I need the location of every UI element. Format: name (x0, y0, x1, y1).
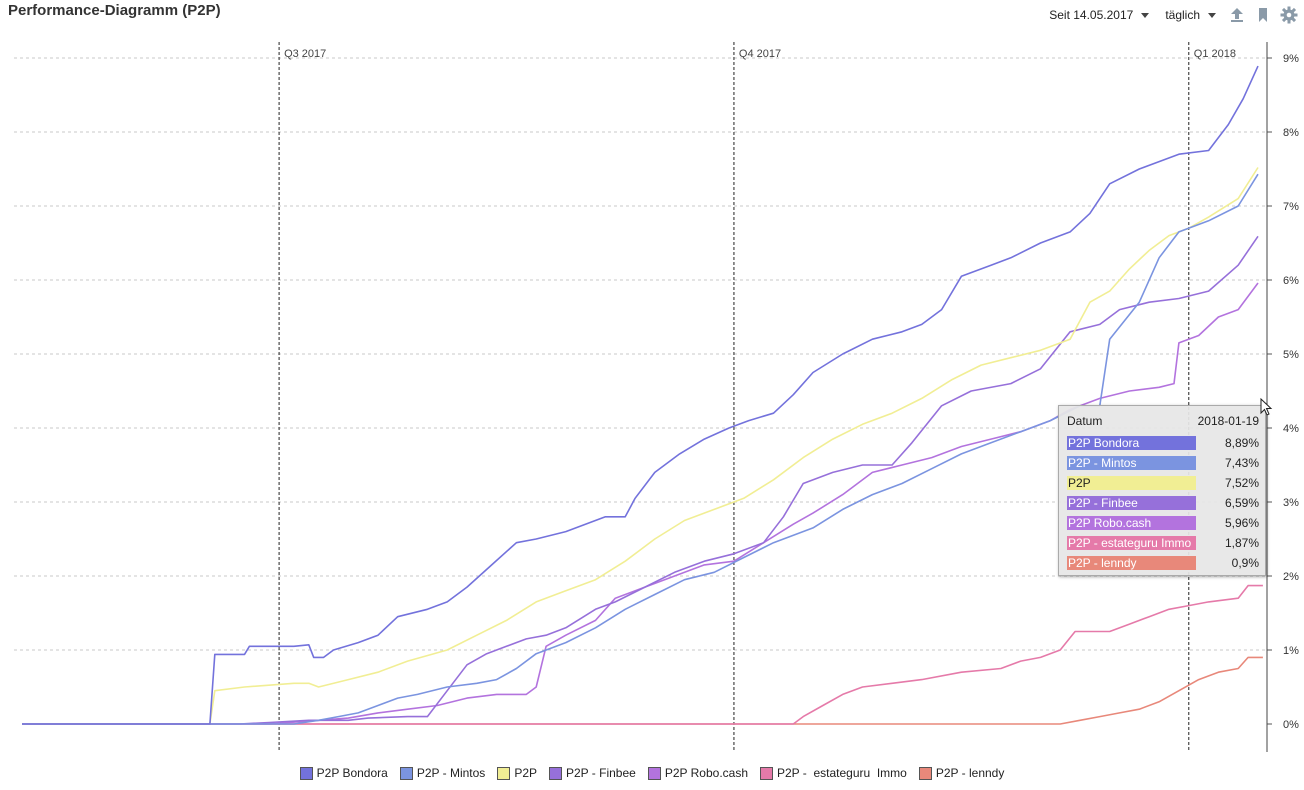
series-line (22, 65, 1259, 725)
tooltip-series-name: P2P (1067, 476, 1196, 490)
y-tick-label: 3% (1283, 497, 1299, 509)
quarter-label: Q3 2017 (284, 48, 326, 60)
legend-swatch (918, 766, 932, 780)
legend-swatch (760, 766, 773, 780)
legend-item[interactable]: P2P - Mintos (399, 766, 486, 780)
tooltip-series-name: P2P - Mintos (1067, 456, 1196, 470)
tooltip-series-name: P2P Bondora (1067, 436, 1196, 450)
interval-dropdown-label: täglich (1165, 8, 1200, 22)
y-tick-label: 1% (1283, 645, 1299, 657)
tooltip-date: 2018-01-19 (1197, 414, 1259, 428)
tooltip-row: P2P 7,52% (1067, 473, 1259, 493)
legend-label: P2P Bondora (316, 766, 388, 780)
legend-swatch (647, 766, 661, 780)
chart-legend: P2P Bondora P2P - Mintos P2P P2P - Finbee P2… (0, 766, 1304, 780)
tooltip-row: P2P - estateguru Immo 1,87% (1067, 533, 1259, 553)
y-tick-label: 4% (1283, 423, 1299, 435)
period-dropdown[interactable]: Seit 14.05.2017 (1043, 8, 1155, 22)
mouse-cursor-icon (1260, 397, 1274, 423)
tooltip-row: P2P - Finbee 6,59% (1067, 493, 1259, 513)
quarter-markers: Q3 2017 Q4 2017 Q1 2018 (278, 42, 1236, 752)
y-tick-label: 5% (1283, 349, 1299, 361)
tooltip-row: P2P - Mintos 7,43% (1067, 453, 1259, 473)
y-tick-label: 7% (1283, 201, 1299, 213)
legend-swatch (497, 766, 511, 780)
legend-swatch (399, 766, 413, 780)
y-tick-label: 9% (1283, 53, 1299, 65)
legend-swatch (549, 766, 562, 780)
legend-label: P2P - Finbee (566, 766, 636, 780)
series-line (22, 656, 1263, 725)
interval-dropdown[interactable]: täglich (1159, 8, 1222, 22)
tooltip-series-value: 6,59% (1224, 496, 1259, 510)
page-title: Performance-Diagramm (P2P) (8, 2, 221, 19)
y-axis: 9% 8% 7% 6% 5% 4% 3% 2% 1% 0% (1266, 42, 1299, 752)
series-lines (22, 65, 1263, 725)
series-line (22, 173, 1259, 725)
legend-item[interactable]: P2P Robo.cash (647, 766, 748, 780)
legend-label: P2P - estateguru Immo (777, 766, 907, 780)
chevron-down-icon (1208, 12, 1216, 18)
quarter-label: Q4 2017 (739, 48, 781, 60)
legend-label: P2P (514, 766, 537, 780)
series-line (22, 584, 1263, 725)
y-tick-label: 2% (1283, 571, 1299, 583)
tooltip-rows: P2P Bondora 8,89% P2P - Mintos 7,43% P2P 7,52… (1067, 433, 1259, 573)
chart-toolbar: Seit 14.05.2017 täglich (1043, 0, 1304, 30)
legend-label: P2P - Mintos (416, 766, 486, 780)
legend-item[interactable]: P2P - Finbee (549, 766, 636, 780)
legend-item[interactable]: P2P Bondora (299, 766, 388, 780)
series-line (22, 167, 1259, 725)
series-line (22, 235, 1259, 725)
legend-item[interactable]: P2P - estateguru Immo (760, 766, 907, 780)
data-tooltip: Datum 2018-01-19 P2P Bondora 8,89% P2P - M… (1058, 405, 1266, 576)
tooltip-date-label: Datum (1067, 414, 1103, 428)
tooltip-series-value: 7,52% (1224, 476, 1259, 490)
tooltip-row: P2P Robo.cash 5,96% (1067, 513, 1259, 533)
tooltip-series-name: P2P Robo.cash (1067, 516, 1196, 530)
gear-icon[interactable] (1278, 4, 1300, 26)
series-line (22, 282, 1259, 725)
tooltip-series-value: 0,9% (1231, 556, 1259, 570)
upload-icon[interactable] (1226, 4, 1248, 26)
y-tick-label: 8% (1283, 127, 1299, 139)
tooltip-header: Datum 2018-01-19 (1067, 413, 1259, 433)
performance-chart[interactable]: Q3 2017 Q4 2017 Q1 2018 9% 8% 7% 6% 5% 4% 3% 2% 1%… (0, 0, 1304, 760)
tooltip-row: P2P - lenndy 0,9% (1067, 553, 1259, 573)
tooltip-series-value: 8,89% (1224, 436, 1259, 450)
legend-label: P2P Robo.cash (664, 766, 748, 780)
tooltip-series-name: P2P - estateguru Immo (1067, 536, 1196, 550)
chevron-down-icon (1141, 12, 1150, 18)
tooltip-series-name: P2P - lenndy (1067, 556, 1196, 570)
y-tick-label: 0% (1283, 719, 1299, 731)
legend-label: P2P - lenndy (935, 766, 1005, 780)
tooltip-series-value: 1,87% (1224, 536, 1259, 550)
legend-swatch (299, 766, 313, 780)
legend-item[interactable]: P2P - lenndy (918, 766, 1005, 780)
tooltip-series-value: 5,96% (1224, 516, 1259, 530)
bookmark-icon[interactable] (1252, 4, 1274, 26)
legend-item[interactable]: P2P (497, 766, 537, 780)
tooltip-series-value: 7,43% (1224, 456, 1259, 470)
y-tick-label: 6% (1283, 275, 1299, 287)
tooltip-series-name: P2P - Finbee (1067, 496, 1196, 510)
tooltip-row: P2P Bondora 8,89% (1067, 433, 1259, 453)
period-dropdown-label: Seit 14.05.2017 (1049, 8, 1134, 22)
quarter-label: Q1 2018 (1194, 48, 1236, 60)
